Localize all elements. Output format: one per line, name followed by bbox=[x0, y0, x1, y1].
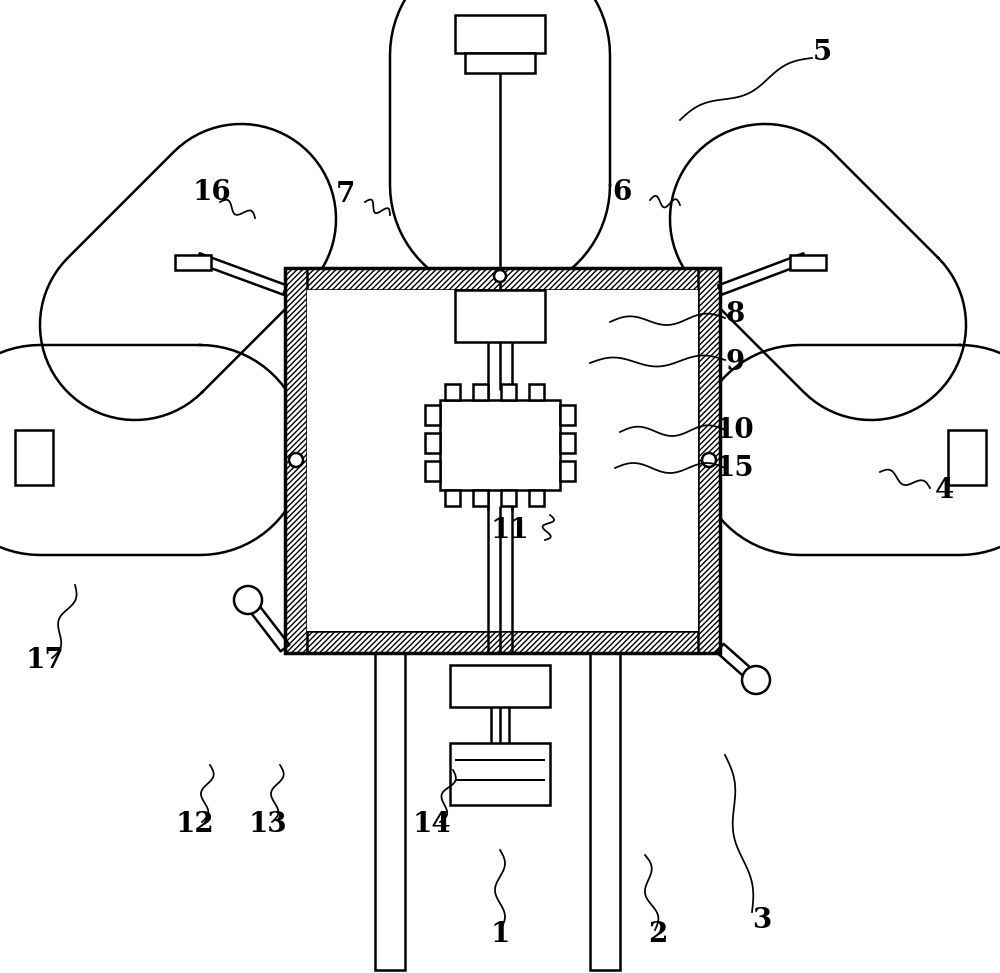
Text: 15: 15 bbox=[716, 454, 754, 482]
Bar bbox=[465, 53, 535, 73]
Polygon shape bbox=[40, 124, 336, 420]
Bar bbox=[455, 290, 545, 342]
Bar bbox=[285, 268, 720, 653]
Bar bbox=[445, 384, 460, 400]
Polygon shape bbox=[244, 596, 289, 651]
Bar bbox=[560, 461, 575, 481]
Bar bbox=[698, 268, 720, 653]
Bar bbox=[445, 490, 460, 506]
Bar bbox=[285, 631, 720, 653]
Bar bbox=[175, 255, 211, 270]
Bar bbox=[529, 490, 544, 506]
Bar bbox=[560, 405, 575, 425]
Circle shape bbox=[289, 453, 303, 467]
Bar bbox=[425, 433, 440, 453]
Bar bbox=[590, 653, 620, 970]
Bar bbox=[450, 665, 550, 707]
Text: 5: 5 bbox=[812, 39, 832, 65]
Bar bbox=[560, 433, 575, 453]
Bar bbox=[948, 430, 986, 485]
Bar bbox=[473, 490, 488, 506]
Bar bbox=[440, 400, 560, 490]
Text: 14: 14 bbox=[413, 811, 451, 839]
Bar bbox=[529, 384, 544, 400]
Bar bbox=[455, 15, 545, 53]
Text: 7: 7 bbox=[335, 182, 355, 208]
Bar bbox=[15, 430, 53, 485]
Text: 10: 10 bbox=[716, 416, 754, 444]
Bar bbox=[375, 653, 405, 970]
Circle shape bbox=[234, 586, 262, 614]
Text: 6: 6 bbox=[612, 178, 632, 205]
Bar bbox=[473, 384, 488, 400]
Text: 4: 4 bbox=[935, 477, 955, 503]
Polygon shape bbox=[670, 124, 966, 420]
Text: 2: 2 bbox=[648, 921, 668, 949]
Polygon shape bbox=[0, 345, 305, 555]
Text: 11: 11 bbox=[491, 517, 529, 544]
Bar bbox=[790, 255, 826, 270]
Text: 16: 16 bbox=[193, 178, 231, 205]
Polygon shape bbox=[390, 0, 610, 295]
Circle shape bbox=[742, 666, 770, 694]
Text: 9: 9 bbox=[725, 348, 745, 376]
Text: 13: 13 bbox=[249, 811, 287, 839]
Text: 8: 8 bbox=[725, 302, 745, 329]
Polygon shape bbox=[716, 644, 760, 684]
Polygon shape bbox=[718, 253, 807, 295]
Text: 3: 3 bbox=[752, 907, 772, 933]
Polygon shape bbox=[695, 345, 1000, 555]
Bar bbox=[450, 743, 550, 805]
Circle shape bbox=[494, 270, 506, 282]
Bar bbox=[285, 268, 307, 653]
Bar bbox=[501, 384, 516, 400]
Circle shape bbox=[702, 453, 716, 467]
Text: 17: 17 bbox=[26, 646, 64, 673]
Bar bbox=[425, 461, 440, 481]
Text: 1: 1 bbox=[490, 921, 510, 949]
Bar bbox=[285, 268, 720, 290]
Polygon shape bbox=[196, 253, 287, 295]
Text: 12: 12 bbox=[176, 811, 214, 839]
Bar bbox=[501, 490, 516, 506]
Bar bbox=[307, 290, 698, 631]
Bar bbox=[425, 405, 440, 425]
